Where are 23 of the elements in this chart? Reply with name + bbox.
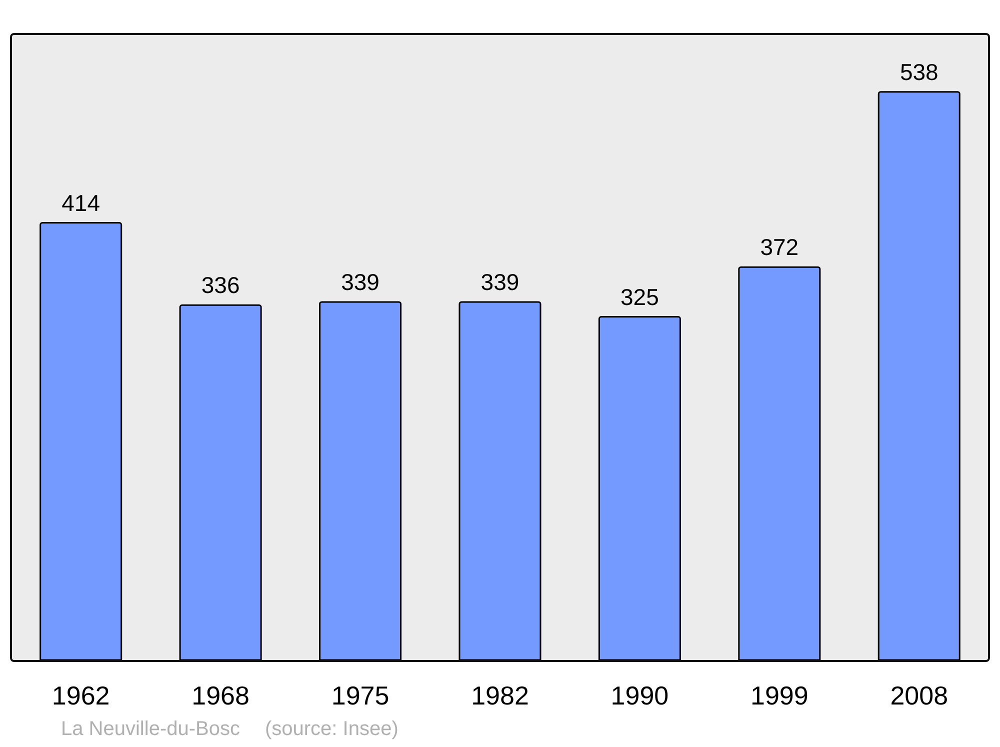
data-label: 339 <box>480 268 520 295</box>
x-tick-label: 1982 <box>471 680 529 710</box>
data-label: 414 <box>62 190 100 216</box>
data-label: 339 <box>341 268 380 295</box>
data-label: 336 <box>201 272 240 298</box>
bar <box>878 91 960 660</box>
x-tick-label: 1962 <box>52 680 110 710</box>
bar <box>179 304 262 660</box>
bar <box>319 301 402 660</box>
x-tick-label: 1968 <box>192 680 250 710</box>
bar <box>598 316 681 660</box>
x-tick-label: 1975 <box>331 680 390 710</box>
text: La Neuville-du-Bosc <box>61 718 240 740</box>
bar <box>458 301 542 660</box>
x-tick-label: 1990 <box>610 680 669 710</box>
data-label: 538 <box>900 58 938 85</box>
text: (source: Insee) <box>264 718 398 740</box>
data-label: 325 <box>620 284 659 310</box>
data-label: 372 <box>760 234 799 260</box>
x-tick-label: 2008 <box>890 680 948 710</box>
bar <box>40 222 122 660</box>
bar <box>738 266 821 660</box>
x-tick-label: 1999 <box>750 680 808 710</box>
